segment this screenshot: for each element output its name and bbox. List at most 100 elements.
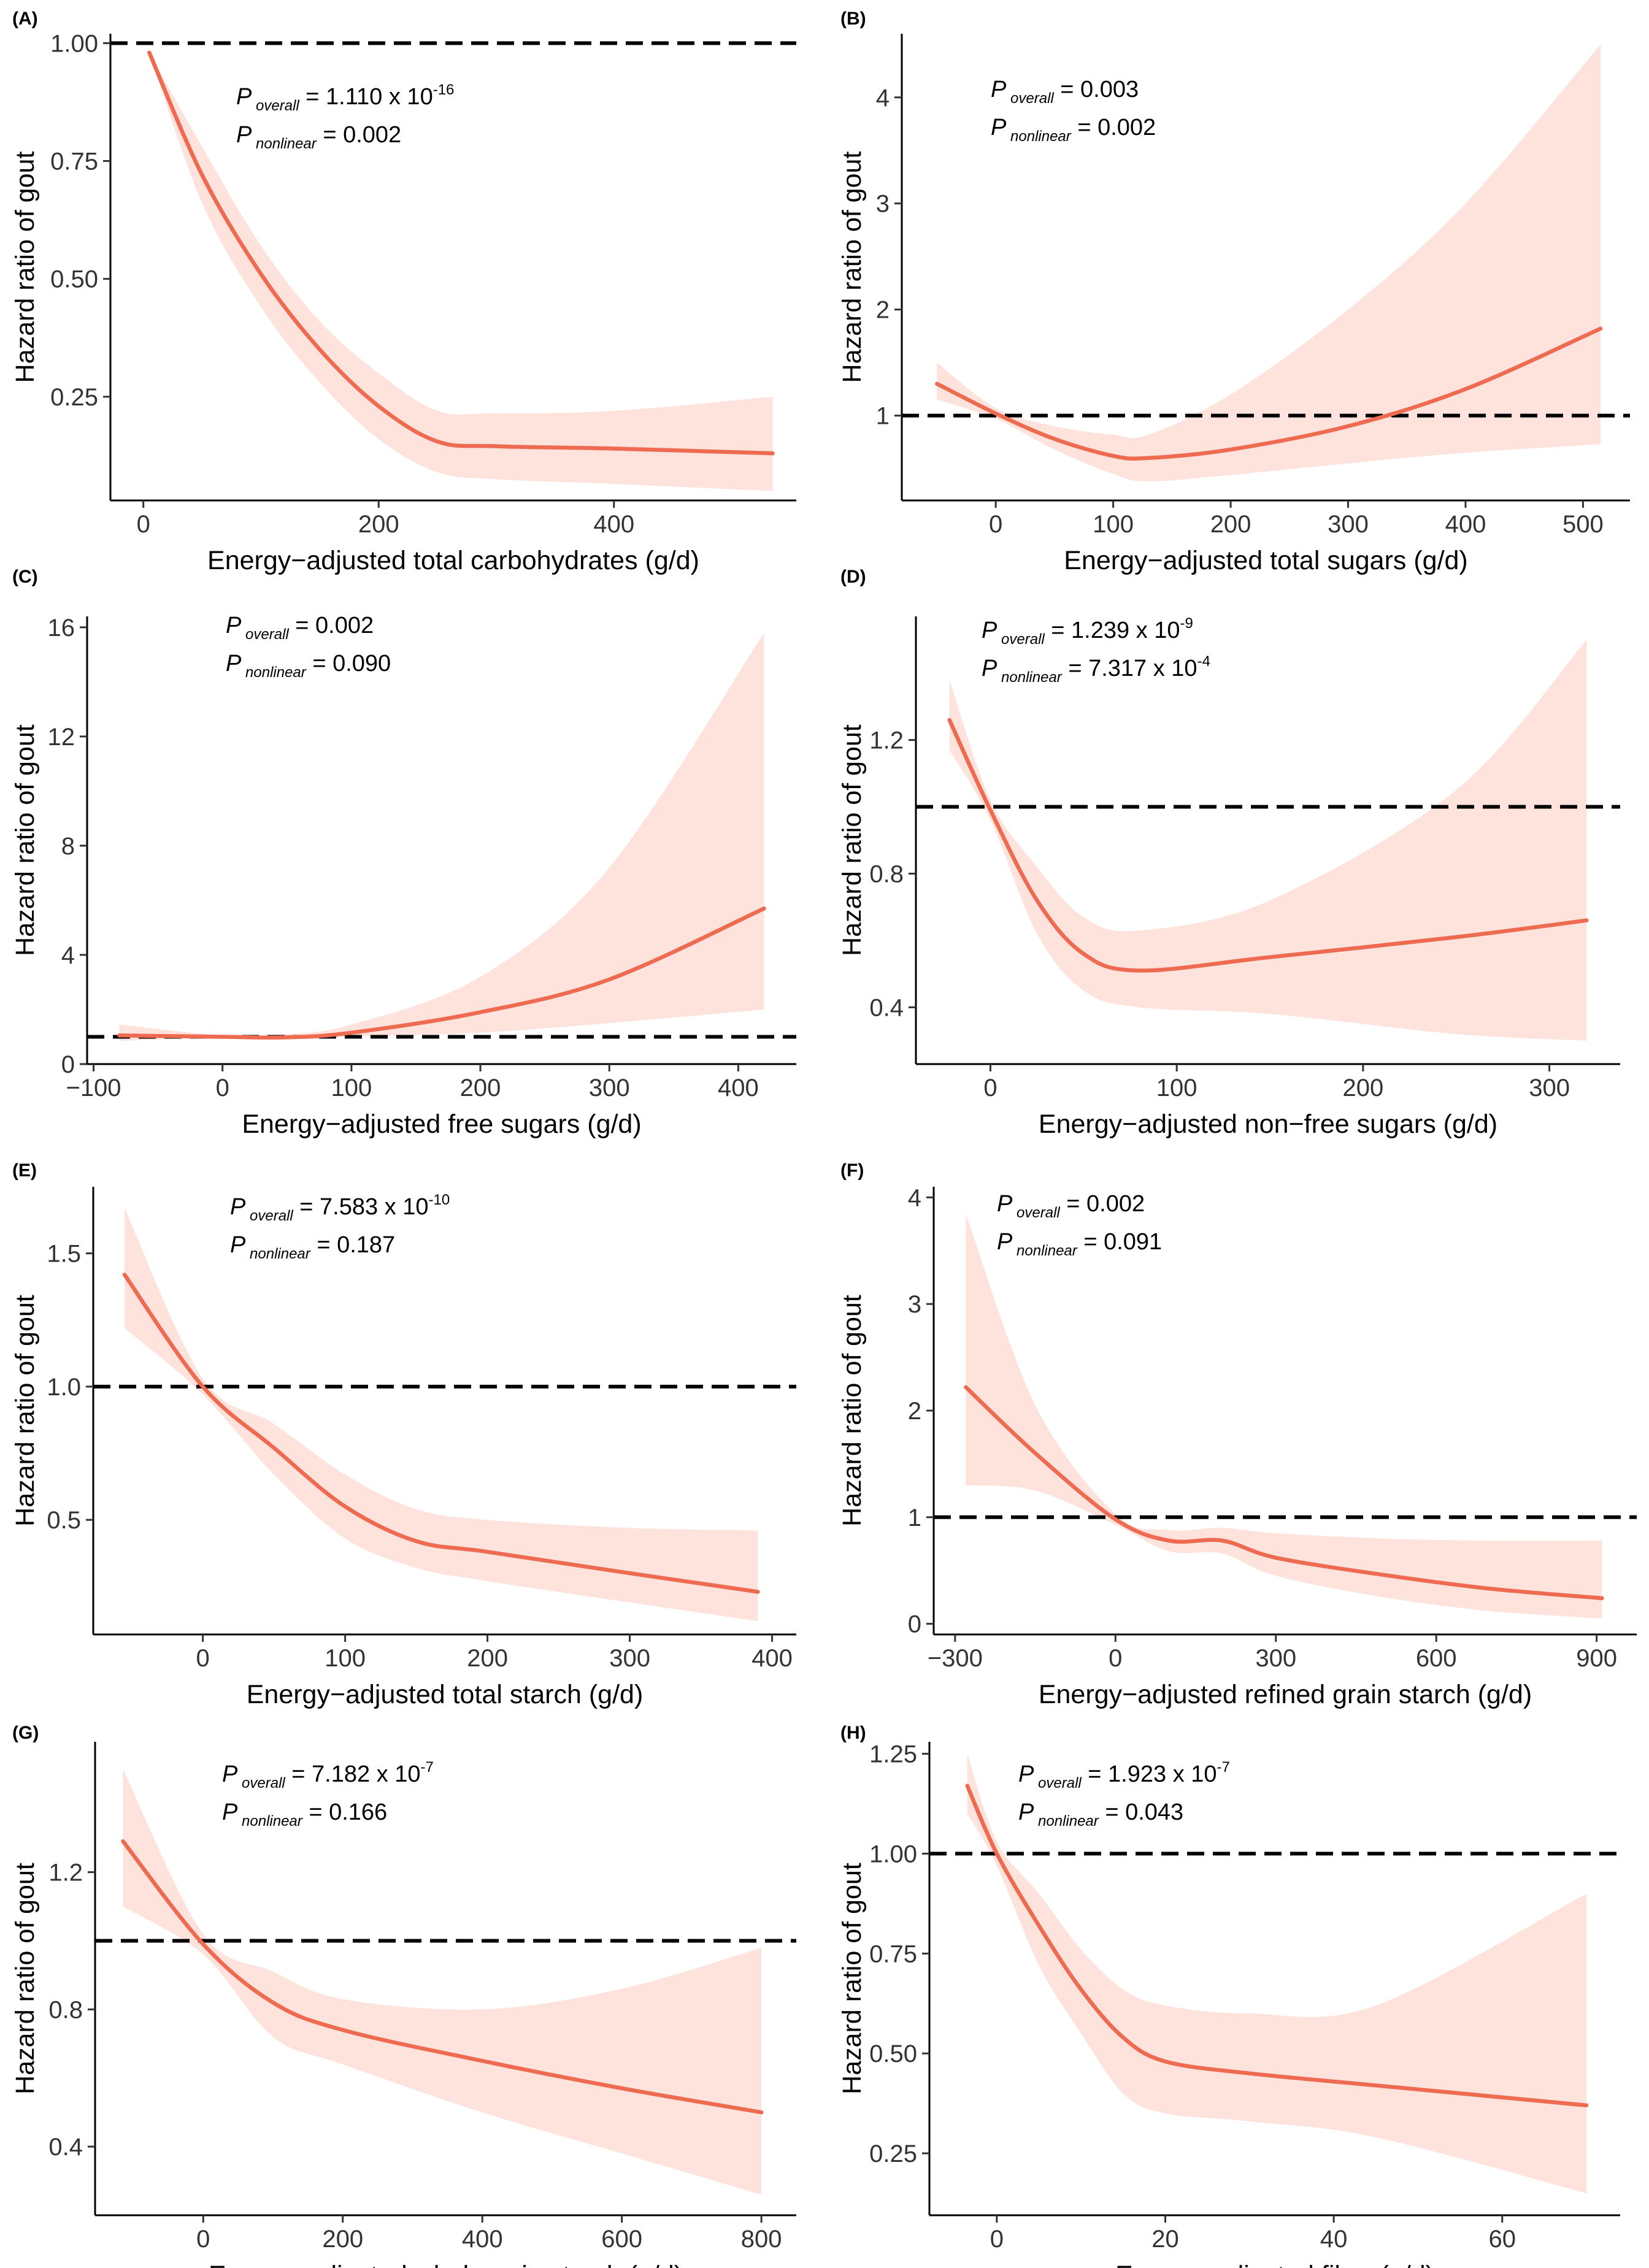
p-nonlinear-label: P nonlinear = 0.090 — [226, 651, 391, 681]
y-tick-label: 3 — [876, 191, 890, 218]
y-axis-title: Hazard ratio of gout — [837, 1295, 867, 1527]
y-tick-label: 1 — [908, 1504, 921, 1531]
panel-label: (D) — [840, 567, 866, 587]
y-tick-label: 1.2 — [48, 1860, 83, 1887]
y-tick-label: 1.00 — [869, 1841, 917, 1868]
y-tick-label: 0.8 — [869, 860, 904, 887]
confidence-band — [119, 632, 764, 1041]
p-nonlinear-label: P nonlinear = 0.187 — [230, 1232, 395, 1262]
x-tick-label: 400 — [593, 511, 634, 538]
x-tick-label: 0 — [983, 1075, 997, 1101]
p-overall-label: P overall = 0.002 — [226, 613, 374, 643]
p-overall-label: P overall = 7.583 x 10-10 — [230, 1192, 450, 1224]
x-axis-title: Energy−adjusted non−free sugars (g/d) — [1039, 1109, 1497, 1139]
confidence-band — [149, 52, 773, 491]
y-tick-label: 0.4 — [869, 994, 904, 1021]
y-axis-title: Hazard ratio of gout — [10, 1863, 40, 2094]
x-tick-label: 0 — [216, 1075, 229, 1101]
hazard-ratio-line — [147, 50, 775, 456]
x-tick-label: 400 — [1445, 511, 1486, 538]
confidence-band — [125, 1208, 758, 1622]
x-tick-label: 200 — [1343, 1075, 1384, 1101]
y-axis-title: Hazard ratio of gout — [10, 724, 40, 956]
y-axis-title: Hazard ratio of gout — [837, 724, 867, 956]
x-axis-title: Energy−adjusted total starch (g/d) — [247, 1680, 644, 1709]
x-tick-label: 100 — [1156, 1075, 1197, 1101]
hazard-ratio-line — [122, 1273, 760, 1594]
x-tick-label: 300 — [1255, 1645, 1296, 1672]
x-tick-label: 300 — [1529, 1075, 1570, 1101]
x-tick-label: 100 — [331, 1075, 372, 1101]
y-tick-label: 1.00 — [50, 30, 98, 57]
panel-c: (C)−100 0 100 200 300 4000481216Energy−adjust… — [10, 567, 796, 1139]
x-tick-label: 300 — [589, 1075, 630, 1101]
x-tick-label: 500 — [1563, 511, 1604, 538]
panel-d: (D) 0 100 200 300 0.4 0.8 1.2 Energy−adjusted no… — [837, 567, 1620, 1139]
p-nonlinear-label: P nonlinear = 0.002 — [991, 115, 1156, 145]
x-axis-title: Energy−adjusted refined grain starch (g/… — [1039, 1680, 1532, 1709]
p-nonlinear-label: P nonlinear = 0.002 — [236, 122, 401, 152]
x-tick-label: 400 — [751, 1645, 793, 1672]
p-nonlinear-label: P nonlinear = 0.166 — [222, 1799, 387, 1829]
panel-a: (A) 0 200 400 0.25 0.50 0.75 1.00 Energy−adjuste… — [10, 9, 796, 575]
x-axis-title: Energy−adjusted free sugars (g/d) — [242, 1109, 641, 1139]
hazard-ratio-line — [947, 718, 1589, 973]
x-tick-label: 0 — [990, 2226, 1004, 2253]
y-tick-label: 4 — [876, 85, 890, 112]
p-overall-label: P overall = 0.002 — [997, 1191, 1145, 1221]
y-tick-label: 1.25 — [869, 1741, 917, 1768]
y-tick-label: 2 — [908, 1398, 921, 1425]
panel-label: (F) — [840, 1160, 864, 1181]
y-tick-label: 0.50 — [869, 2040, 917, 2067]
x-tick-label: 40 — [1320, 2226, 1348, 2253]
panel-label: (G) — [12, 1723, 39, 1743]
y-tick-label: 2 — [876, 297, 890, 324]
y-tick-label: 0.25 — [869, 2140, 917, 2167]
confidence-band — [937, 44, 1601, 481]
y-tick-label: 0.4 — [48, 2134, 83, 2161]
x-tick-label: −100 — [66, 1075, 121, 1101]
confidence-band — [949, 640, 1587, 1041]
x-axis-title: Energy−adjusted total carbohydrates (g/d… — [207, 546, 699, 575]
y-tick-label: 1 — [876, 403, 890, 430]
y-tick-label: 1.2 — [869, 727, 904, 754]
confidence-band — [967, 1753, 1587, 2194]
x-tick-label: 200 — [460, 1075, 501, 1101]
panel-label: (B) — [840, 9, 866, 29]
x-axis-title: Energy−adjusted total sugars (g/d) — [1064, 546, 1468, 575]
hazard-ratio-line — [121, 1839, 764, 2115]
y-tick-label: 4 — [908, 1184, 921, 1211]
y-tick-label: 0.25 — [50, 384, 98, 411]
hazard-ratio-line — [935, 326, 1603, 461]
x-tick-label: 100 — [325, 1645, 366, 1672]
x-tick-label: 400 — [462, 2226, 503, 2253]
p-nonlinear-label: P nonlinear = 0.091 — [997, 1229, 1162, 1259]
x-axis-title: Energy−adjusted wholegrain starch (g/d) — [209, 2261, 683, 2268]
panel-label: (H) — [840, 1723, 866, 1743]
x-tick-label: 60 — [1489, 2226, 1516, 2253]
y-tick-label: 16 — [48, 615, 75, 642]
x-tick-label: 200 — [467, 1645, 508, 1672]
y-tick-label: 12 — [48, 724, 75, 751]
panel-label: (E) — [12, 1160, 37, 1181]
x-tick-label: 0 — [196, 1645, 210, 1672]
x-tick-label: 600 — [601, 2226, 642, 2253]
y-axis-title: Hazard ratio of gout — [837, 1863, 867, 2094]
p-overall-label: P overall = 0.003 — [991, 77, 1139, 107]
y-axis-title: Hazard ratio of gout — [10, 1295, 40, 1527]
y-tick-label: 0 — [61, 1051, 75, 1078]
panel-label: (C) — [12, 567, 38, 587]
x-tick-label: 0 — [1109, 1645, 1122, 1672]
x-tick-label: −300 — [928, 1645, 983, 1672]
p-nonlinear-label: P nonlinear = 7.317 x 10-4 — [982, 653, 1210, 686]
confidence-band — [123, 1769, 762, 2195]
p-overall-label: P overall = 7.182 x 10-7 — [222, 1759, 434, 1791]
hazard-ratio-line — [117, 906, 766, 1040]
y-tick-label: 0.50 — [50, 266, 98, 293]
panel-g: (G) 0 200 400 600 800 0.4 0.8 1.2 Energy−adjusted… — [10, 1723, 796, 2268]
x-tick-label: 600 — [1416, 1645, 1457, 1672]
y-tick-label: 0.75 — [50, 148, 98, 175]
confidence-band — [966, 1213, 1602, 1619]
x-tick-label: 200 — [322, 2226, 363, 2253]
panel-f: (F) −300 0 300 600 900 0 1 2 3 4 Energy−adjusted re… — [837, 1160, 1637, 1709]
